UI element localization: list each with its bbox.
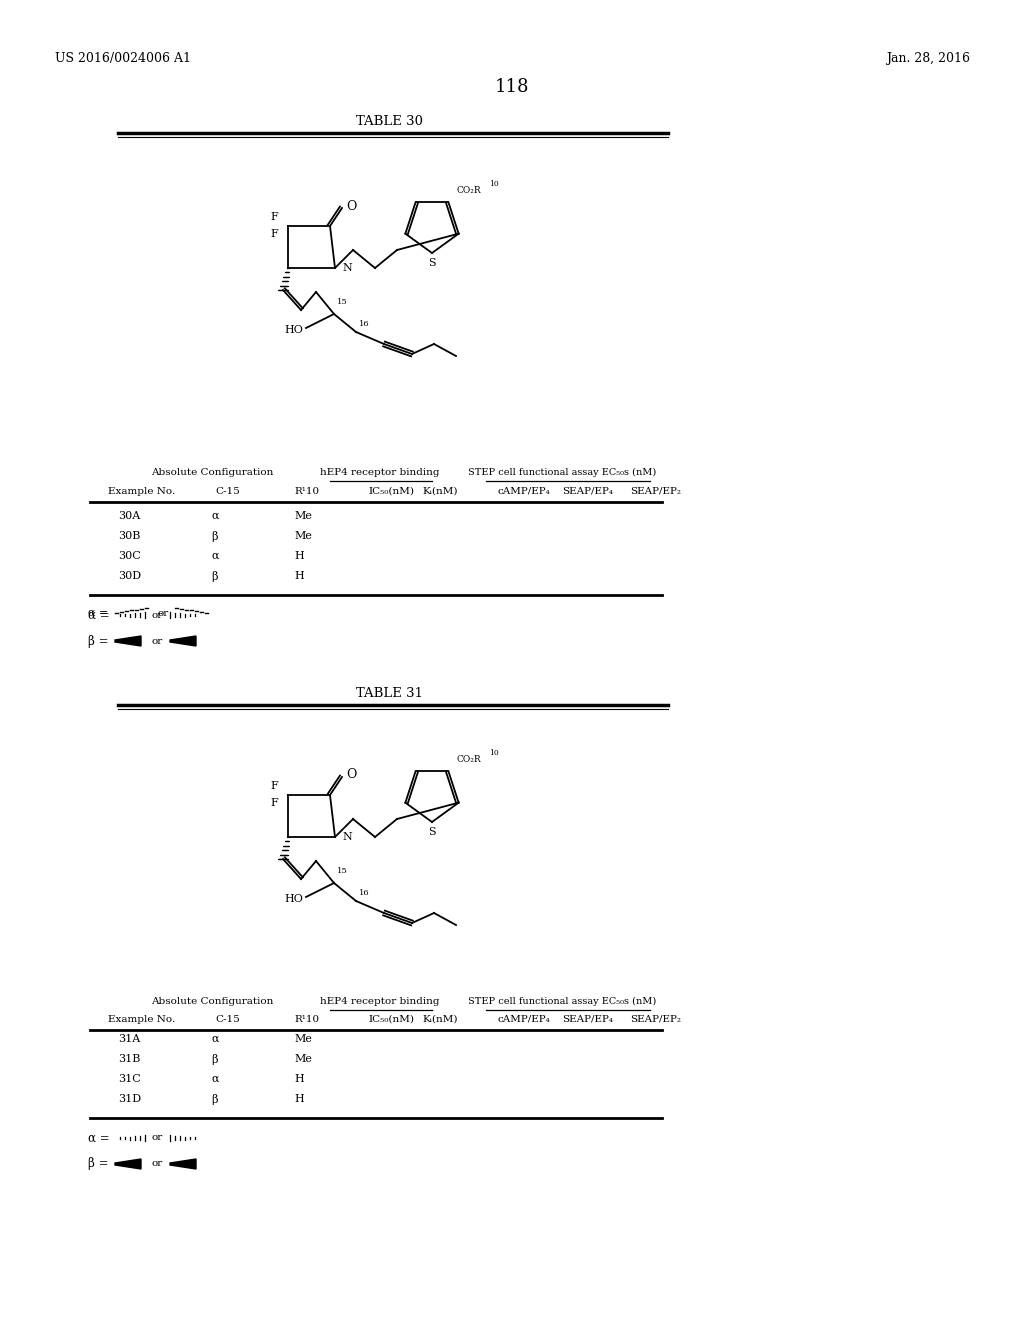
Text: Me: Me xyxy=(294,1053,312,1064)
Text: 10: 10 xyxy=(489,750,500,758)
Text: US 2016/0024006 A1: US 2016/0024006 A1 xyxy=(55,51,191,65)
Polygon shape xyxy=(115,1159,141,1170)
Text: Kᵢ(nM): Kᵢ(nM) xyxy=(422,1015,458,1024)
Text: 30D: 30D xyxy=(118,572,141,581)
Text: or: or xyxy=(158,609,169,618)
Text: N: N xyxy=(342,832,352,842)
Text: IC₅₀(nM): IC₅₀(nM) xyxy=(368,487,414,496)
Text: O: O xyxy=(346,199,356,213)
Text: Me: Me xyxy=(294,1034,312,1044)
Text: β =: β = xyxy=(88,635,109,648)
Text: H: H xyxy=(294,1074,304,1084)
Text: β: β xyxy=(212,1094,218,1105)
Text: H: H xyxy=(294,550,304,561)
Text: H: H xyxy=(294,572,304,581)
Text: R¹10: R¹10 xyxy=(294,487,319,496)
Text: 31C: 31C xyxy=(118,1074,140,1084)
Text: β: β xyxy=(212,531,218,543)
Text: 31A: 31A xyxy=(118,1034,140,1044)
Text: Me: Me xyxy=(294,511,312,521)
Text: Kᵢ(nM): Kᵢ(nM) xyxy=(422,487,458,496)
Text: Jan. 28, 2016: Jan. 28, 2016 xyxy=(886,51,970,65)
Text: S: S xyxy=(428,257,436,268)
Text: F: F xyxy=(270,781,278,791)
Text: α =: α = xyxy=(88,1131,110,1144)
Text: CO₂R: CO₂R xyxy=(457,755,481,764)
Text: TABLE 30: TABLE 30 xyxy=(356,115,424,128)
Text: STEP cell functional assay EC₅₀s (nM): STEP cell functional assay EC₅₀s (nM) xyxy=(468,469,656,477)
Text: α: α xyxy=(211,511,219,521)
Text: F: F xyxy=(270,799,278,808)
Text: 30C: 30C xyxy=(118,550,140,561)
Text: SEAP/EP₂: SEAP/EP₂ xyxy=(630,1015,681,1024)
Text: 31B: 31B xyxy=(118,1053,140,1064)
Text: α: α xyxy=(211,1074,219,1084)
Text: α =: α = xyxy=(88,609,109,618)
Text: 10: 10 xyxy=(489,181,500,189)
Text: β: β xyxy=(212,572,218,582)
Text: 118: 118 xyxy=(495,78,529,96)
Text: IC₅₀(nM): IC₅₀(nM) xyxy=(368,1015,414,1024)
Text: F: F xyxy=(270,213,278,222)
Text: β: β xyxy=(212,1053,218,1065)
Text: HO: HO xyxy=(284,325,303,335)
Text: 30A: 30A xyxy=(118,511,140,521)
Text: α: α xyxy=(211,550,219,561)
Text: cAMP/EP₄: cAMP/EP₄ xyxy=(497,1015,550,1024)
Text: O: O xyxy=(346,768,356,781)
Polygon shape xyxy=(115,636,141,645)
Text: R¹10: R¹10 xyxy=(294,1015,319,1024)
Text: SEAP/EP₄: SEAP/EP₄ xyxy=(562,487,613,496)
Text: S: S xyxy=(428,828,436,837)
Text: or: or xyxy=(152,636,163,645)
Text: α =: α = xyxy=(88,609,110,622)
Text: hEP4 receptor binding: hEP4 receptor binding xyxy=(321,997,439,1006)
Text: 16: 16 xyxy=(359,888,370,898)
Text: SEAP/EP₂: SEAP/EP₂ xyxy=(630,487,681,496)
Text: 30B: 30B xyxy=(118,531,140,541)
Text: HO: HO xyxy=(284,894,303,904)
Text: Absolute Configuration: Absolute Configuration xyxy=(151,469,273,477)
Text: 15: 15 xyxy=(337,298,348,306)
Text: Absolute Configuration: Absolute Configuration xyxy=(151,997,273,1006)
Text: 15: 15 xyxy=(337,867,348,875)
Text: TABLE 31: TABLE 31 xyxy=(356,686,424,700)
Text: α: α xyxy=(211,1034,219,1044)
Text: C-15: C-15 xyxy=(215,487,240,496)
Text: cAMP/EP₄: cAMP/EP₄ xyxy=(497,487,550,496)
Text: STEP cell functional assay EC₅₀s (nM): STEP cell functional assay EC₅₀s (nM) xyxy=(468,997,656,1006)
Text: Example No.: Example No. xyxy=(108,487,175,496)
Text: β =: β = xyxy=(88,1158,109,1171)
Text: 16: 16 xyxy=(359,319,370,327)
Polygon shape xyxy=(170,636,196,645)
Text: 31D: 31D xyxy=(118,1094,141,1104)
Text: or: or xyxy=(152,1159,163,1168)
Text: H: H xyxy=(294,1094,304,1104)
Text: or: or xyxy=(152,1134,163,1143)
Text: N: N xyxy=(342,263,352,273)
Text: Example No.: Example No. xyxy=(108,1015,175,1024)
Text: C-15: C-15 xyxy=(215,1015,240,1024)
Text: SEAP/EP₄: SEAP/EP₄ xyxy=(562,1015,613,1024)
Text: CO₂R: CO₂R xyxy=(457,186,481,195)
Polygon shape xyxy=(170,1159,196,1170)
Text: hEP4 receptor binding: hEP4 receptor binding xyxy=(321,469,439,477)
Text: Me: Me xyxy=(294,531,312,541)
Text: or: or xyxy=(152,610,163,619)
Text: F: F xyxy=(270,228,278,239)
